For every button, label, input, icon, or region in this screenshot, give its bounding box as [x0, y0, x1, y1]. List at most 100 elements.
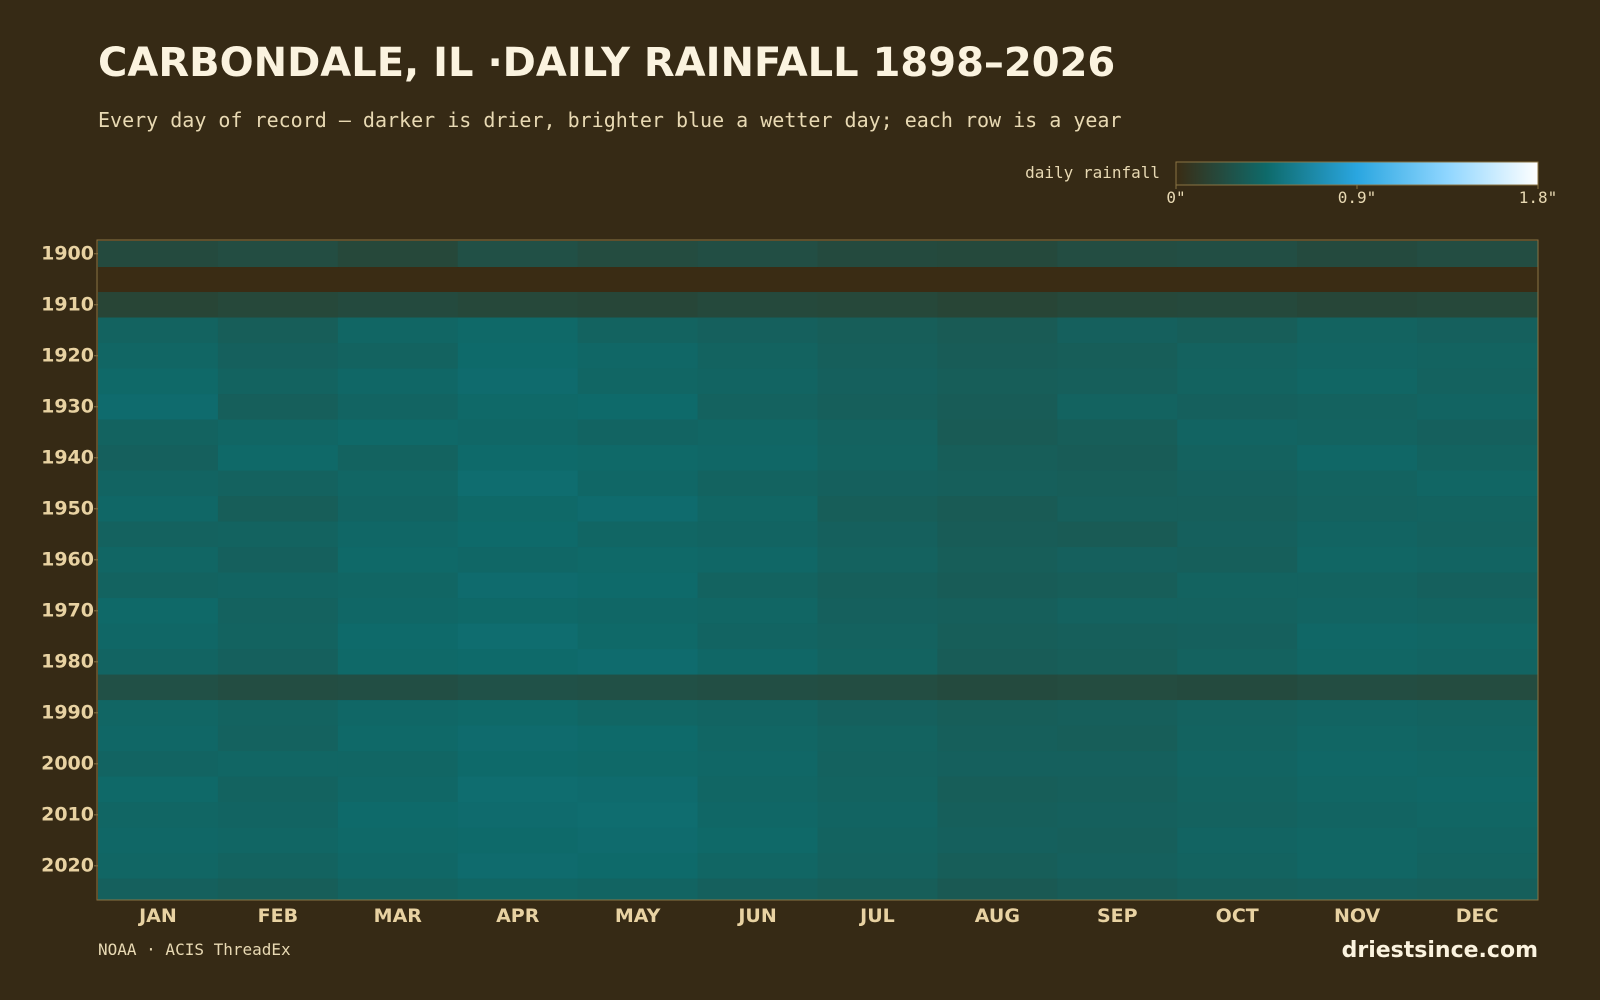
heat-cell [217, 751, 339, 778]
heat-cell [457, 776, 579, 803]
y-tick-label: 1990 [41, 701, 94, 723]
heat-cell [1177, 547, 1298, 574]
heat-cell [577, 725, 699, 752]
heat-cell [98, 674, 219, 701]
heat-cell [1057, 725, 1178, 752]
heat-cell [817, 419, 938, 446]
heat-cell [217, 394, 339, 421]
heat-cell [1417, 751, 1538, 778]
heat-cell [1297, 241, 1418, 268]
heat-cell [577, 496, 699, 523]
heat-cell [337, 878, 459, 900]
heat-cell [697, 649, 818, 676]
heat-cell [817, 598, 938, 625]
heat-cell [1297, 572, 1418, 599]
heat-cell [1417, 419, 1538, 446]
heat-cell [457, 368, 579, 395]
heat-cell [1177, 802, 1298, 829]
heat-cell [817, 700, 938, 727]
heat-cell [337, 317, 459, 344]
heat-cell [457, 521, 579, 548]
heat-cell [217, 547, 339, 574]
heat-cell [457, 598, 579, 625]
heat-cell [577, 419, 699, 446]
heat-cell [1297, 725, 1418, 752]
heat-cell [1417, 470, 1538, 497]
heat-cell [817, 853, 938, 880]
heat-cell [697, 700, 818, 727]
heat-cell [337, 496, 459, 523]
heat-cell [98, 292, 219, 319]
heat-cell [937, 470, 1058, 497]
heat-cell [337, 751, 459, 778]
colorbar [1175, 161, 1539, 186]
heat-cell [817, 878, 938, 900]
heat-cell [577, 343, 699, 370]
heat-cell [457, 623, 579, 650]
heat-cell [337, 649, 459, 676]
x-tick-label: JUN [736, 905, 776, 927]
heat-cell [98, 368, 219, 395]
heat-cell [1177, 649, 1298, 676]
heat-cell [937, 292, 1058, 319]
heat-cell [1297, 878, 1418, 900]
heat-cell [577, 623, 699, 650]
heat-cell [337, 547, 459, 574]
heat-cell [1297, 802, 1418, 829]
heat-cell [697, 853, 818, 880]
heat-cell [577, 674, 699, 701]
heat-cell [577, 878, 699, 900]
heat-cell [1057, 521, 1178, 548]
heat-cell [1057, 368, 1178, 395]
heat-cell [1057, 649, 1178, 676]
heat-cell [937, 802, 1058, 829]
heat-cell [337, 674, 459, 701]
heat-cell [457, 725, 579, 752]
heat-cell [1297, 419, 1418, 446]
heat-cell [577, 445, 699, 472]
heat-cell [1417, 623, 1538, 650]
heat-cell [1057, 241, 1178, 268]
heat-cell [337, 241, 459, 268]
heat-cell [1417, 368, 1538, 395]
heat-cell [1177, 343, 1298, 370]
heat-cell [817, 343, 938, 370]
heat-cell [1057, 598, 1178, 625]
heat-cell [1177, 241, 1298, 268]
heat-cell [1297, 751, 1418, 778]
heat-cell [817, 445, 938, 472]
heat-cell [937, 368, 1058, 395]
heat-cell [1177, 598, 1298, 625]
heat-cell [1417, 853, 1538, 880]
heat-cell [1417, 802, 1538, 829]
heat-cell [577, 572, 699, 599]
heat-cell [697, 751, 818, 778]
heat-cell [937, 572, 1058, 599]
heat-cell [697, 827, 818, 854]
heat-cell [98, 878, 219, 900]
heat-cell [1177, 878, 1298, 900]
heat-cell [98, 394, 219, 421]
heat-cell [217, 572, 339, 599]
heat-cell [217, 241, 339, 268]
heat-cell [217, 343, 339, 370]
x-tick-label: MAY [615, 905, 661, 927]
legend-title: daily rainfall [1025, 163, 1160, 182]
heat-cell [817, 725, 938, 752]
heat-cell [937, 317, 1058, 344]
heat-cell [337, 802, 459, 829]
colorbar-tick-label: 0" [1166, 188, 1185, 207]
x-tick-label: APR [496, 905, 540, 927]
heat-cell [98, 343, 219, 370]
heat-cell [817, 241, 938, 268]
heat-cell [1297, 776, 1418, 803]
heat-cell [217, 827, 339, 854]
heat-cell [337, 368, 459, 395]
heat-cell [1297, 445, 1418, 472]
heat-cell [457, 878, 579, 900]
heat-cell [1417, 317, 1538, 344]
heat-cell [217, 700, 339, 727]
heat-cell [697, 445, 818, 472]
heat-cell [98, 317, 219, 344]
heat-cell [817, 292, 938, 319]
